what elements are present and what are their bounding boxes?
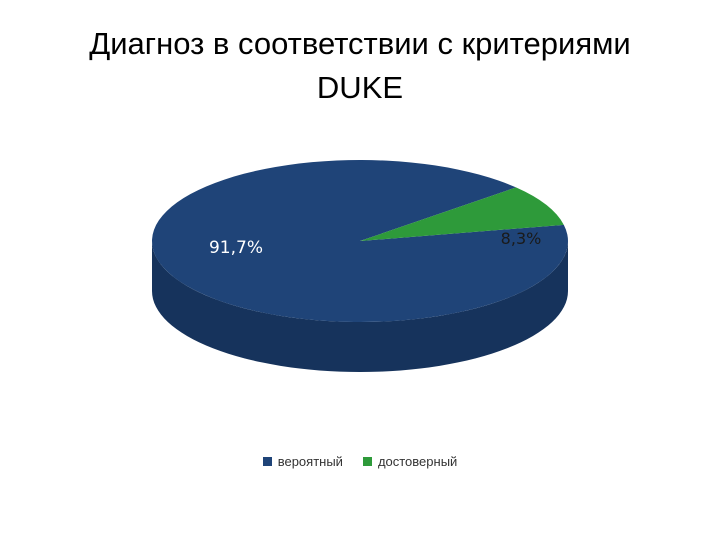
pie-slice-вероятный [152,159,569,322]
legend-item-вероятный: вероятный [262,454,343,469]
title-line-2: DUKE [316,70,404,105]
chart-legend: вероятный достоверный [0,454,720,469]
title-line-1: Диагноз в соответствии с критериями [89,26,631,61]
slide-title: Диагноз в соответствии с критериями DUKE [0,22,720,110]
legend-swatch-green [362,457,372,466]
pie-side-blue [152,241,568,372]
legend-label-вероятный: вероятный [277,454,343,469]
data-label-вероятный: 91,7% [209,238,263,258]
pie-slice-достоверный [360,187,564,241]
legend-item-достоверный: достоверный [362,454,458,469]
legend-label-достоверный: достоверный [377,454,458,469]
legend-swatch-blue [262,457,272,466]
data-label-достоверный: 8,3% [501,229,542,248]
